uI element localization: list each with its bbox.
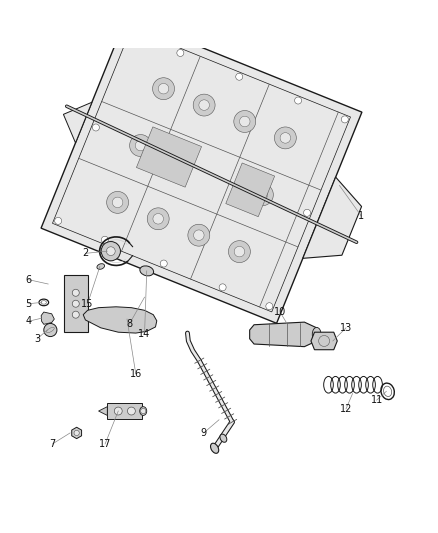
Circle shape bbox=[193, 94, 215, 116]
Text: 9: 9 bbox=[201, 428, 207, 438]
Polygon shape bbox=[226, 163, 275, 217]
Circle shape bbox=[127, 407, 135, 415]
Ellipse shape bbox=[220, 434, 227, 442]
Circle shape bbox=[229, 241, 251, 263]
Circle shape bbox=[234, 246, 245, 257]
Ellipse shape bbox=[97, 264, 105, 269]
Circle shape bbox=[295, 97, 302, 104]
Circle shape bbox=[275, 127, 297, 149]
Circle shape bbox=[147, 208, 169, 230]
Text: 10: 10 bbox=[274, 308, 286, 318]
Circle shape bbox=[177, 50, 184, 56]
Circle shape bbox=[112, 197, 123, 208]
Text: 3: 3 bbox=[34, 334, 40, 344]
Text: 17: 17 bbox=[99, 439, 111, 449]
Circle shape bbox=[135, 140, 146, 151]
Circle shape bbox=[130, 134, 152, 157]
Text: 7: 7 bbox=[49, 439, 56, 449]
Ellipse shape bbox=[140, 407, 147, 415]
Polygon shape bbox=[64, 102, 92, 143]
Circle shape bbox=[219, 284, 226, 291]
Ellipse shape bbox=[312, 327, 321, 342]
Polygon shape bbox=[83, 307, 157, 333]
Text: 16: 16 bbox=[130, 369, 142, 379]
Circle shape bbox=[55, 217, 62, 224]
Circle shape bbox=[141, 408, 146, 414]
Circle shape bbox=[341, 116, 348, 123]
Circle shape bbox=[106, 247, 115, 255]
Circle shape bbox=[72, 311, 79, 318]
Text: 1: 1 bbox=[358, 211, 364, 221]
Circle shape bbox=[199, 100, 209, 110]
Polygon shape bbox=[136, 127, 201, 187]
Circle shape bbox=[44, 324, 57, 336]
Circle shape bbox=[251, 184, 273, 206]
Circle shape bbox=[74, 430, 79, 435]
Circle shape bbox=[304, 209, 311, 216]
Circle shape bbox=[72, 300, 79, 307]
Text: 13: 13 bbox=[340, 323, 352, 333]
Circle shape bbox=[234, 110, 256, 132]
Polygon shape bbox=[303, 177, 362, 259]
Text: 5: 5 bbox=[25, 298, 32, 309]
Text: 11: 11 bbox=[371, 395, 383, 405]
Circle shape bbox=[158, 84, 169, 94]
Circle shape bbox=[106, 191, 128, 213]
Polygon shape bbox=[53, 28, 350, 312]
Polygon shape bbox=[311, 332, 337, 350]
Polygon shape bbox=[250, 322, 317, 346]
Text: 4: 4 bbox=[25, 316, 32, 326]
Circle shape bbox=[130, 30, 137, 38]
Circle shape bbox=[236, 73, 243, 80]
Circle shape bbox=[152, 78, 174, 100]
Circle shape bbox=[194, 230, 204, 240]
Text: 12: 12 bbox=[340, 404, 352, 414]
Ellipse shape bbox=[211, 443, 219, 454]
Polygon shape bbox=[41, 17, 362, 324]
Circle shape bbox=[266, 303, 273, 310]
Circle shape bbox=[160, 260, 167, 267]
Text: 14: 14 bbox=[138, 329, 151, 340]
Text: 2: 2 bbox=[82, 248, 88, 259]
Circle shape bbox=[72, 289, 79, 296]
Circle shape bbox=[92, 124, 99, 131]
Text: 15: 15 bbox=[81, 298, 94, 309]
Circle shape bbox=[280, 133, 291, 143]
Text: 6: 6 bbox=[25, 274, 32, 285]
Circle shape bbox=[188, 224, 210, 246]
Text: 8: 8 bbox=[126, 319, 132, 329]
Circle shape bbox=[240, 116, 250, 127]
Circle shape bbox=[257, 190, 268, 200]
Circle shape bbox=[101, 241, 120, 261]
Circle shape bbox=[153, 214, 163, 224]
Polygon shape bbox=[99, 407, 107, 415]
Polygon shape bbox=[72, 427, 81, 439]
Polygon shape bbox=[64, 275, 88, 332]
Ellipse shape bbox=[140, 266, 154, 276]
Circle shape bbox=[101, 236, 108, 243]
Polygon shape bbox=[107, 403, 142, 419]
Polygon shape bbox=[41, 312, 54, 324]
Circle shape bbox=[114, 407, 122, 415]
